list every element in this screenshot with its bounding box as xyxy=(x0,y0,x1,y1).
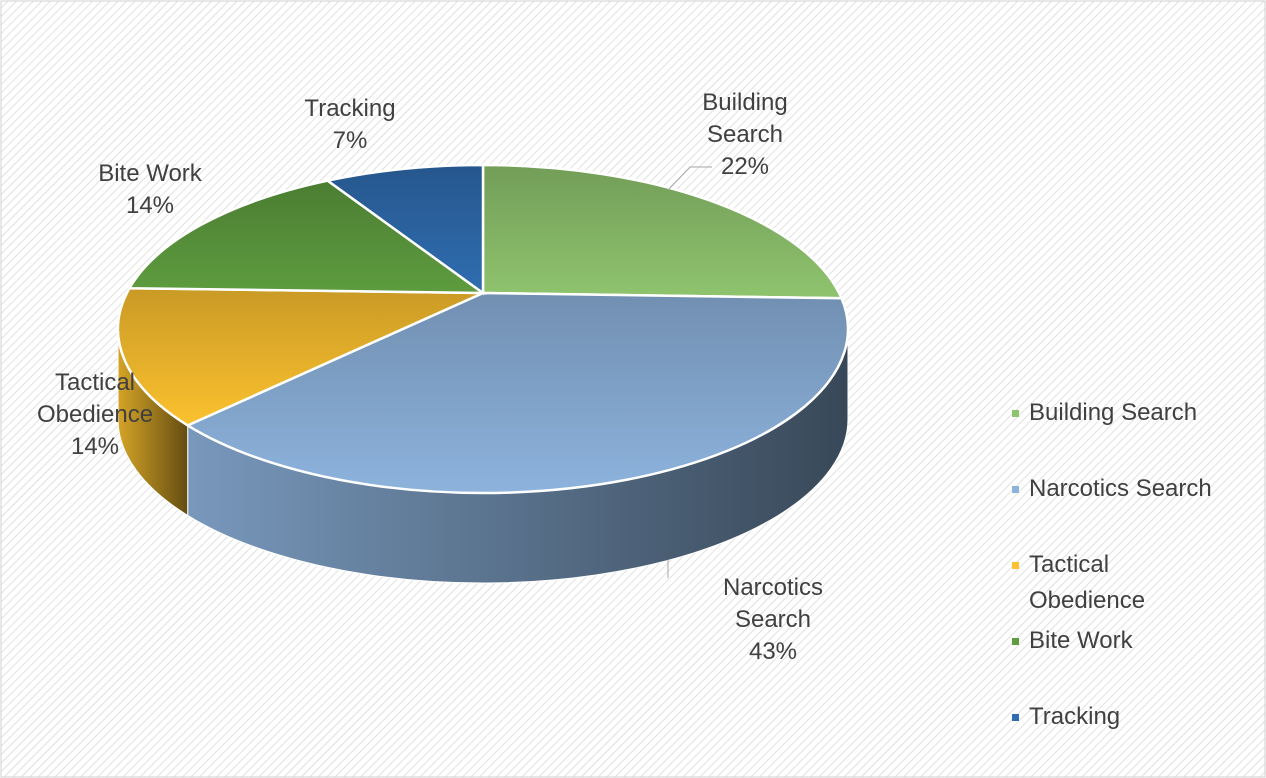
legend-label: Building Search xyxy=(1029,399,1198,426)
legend-swatch xyxy=(1012,410,1019,417)
label-category: Bite Work xyxy=(98,160,202,187)
legend-swatch xyxy=(1012,714,1019,721)
slice xyxy=(127,179,487,295)
label-value: 22% xyxy=(720,153,770,180)
label-category: Narcotics Search xyxy=(722,574,824,633)
legend-item: Tactical Obedience xyxy=(1012,547,1252,623)
label-category: Tracking xyxy=(304,95,396,122)
data-label: Tactical Obedience 14% xyxy=(20,367,170,463)
legend-label: Tracking xyxy=(1029,703,1121,730)
label-value: 14% xyxy=(125,192,175,219)
data-label: Building Search 22% xyxy=(670,87,820,183)
slice xyxy=(185,291,850,495)
legend-swatch xyxy=(1012,638,1019,645)
data-label: Bite Work 14% xyxy=(98,158,202,222)
legend-label: Bite Work xyxy=(1029,627,1133,654)
legend-label: Narcotics Search xyxy=(1029,475,1212,502)
legend-item: Tracking xyxy=(1012,699,1252,775)
slice xyxy=(324,163,485,296)
legend: Building Search Narcotics Search Tactical … xyxy=(1012,395,1252,775)
label-value: 7% xyxy=(332,127,368,154)
label-value: 43% xyxy=(748,638,798,665)
label-value: 14% xyxy=(70,433,120,460)
legend-swatch xyxy=(1012,486,1019,493)
label-category: Tactical Obedience xyxy=(36,369,154,428)
legend-item: Building Search xyxy=(1012,395,1252,471)
slice xyxy=(116,286,484,427)
leader-line xyxy=(667,166,712,191)
legend-label: Tactical Obedience xyxy=(1029,551,1146,614)
legend-swatch xyxy=(1012,562,1019,569)
legend-item: Bite Work xyxy=(1012,623,1252,699)
label-category: Building Search xyxy=(702,89,788,148)
data-label: Tracking 7% xyxy=(304,93,395,157)
data-label: Narcotics Search 43% xyxy=(698,572,848,668)
slice xyxy=(481,163,844,300)
legend-item: Narcotics Search xyxy=(1012,471,1252,547)
